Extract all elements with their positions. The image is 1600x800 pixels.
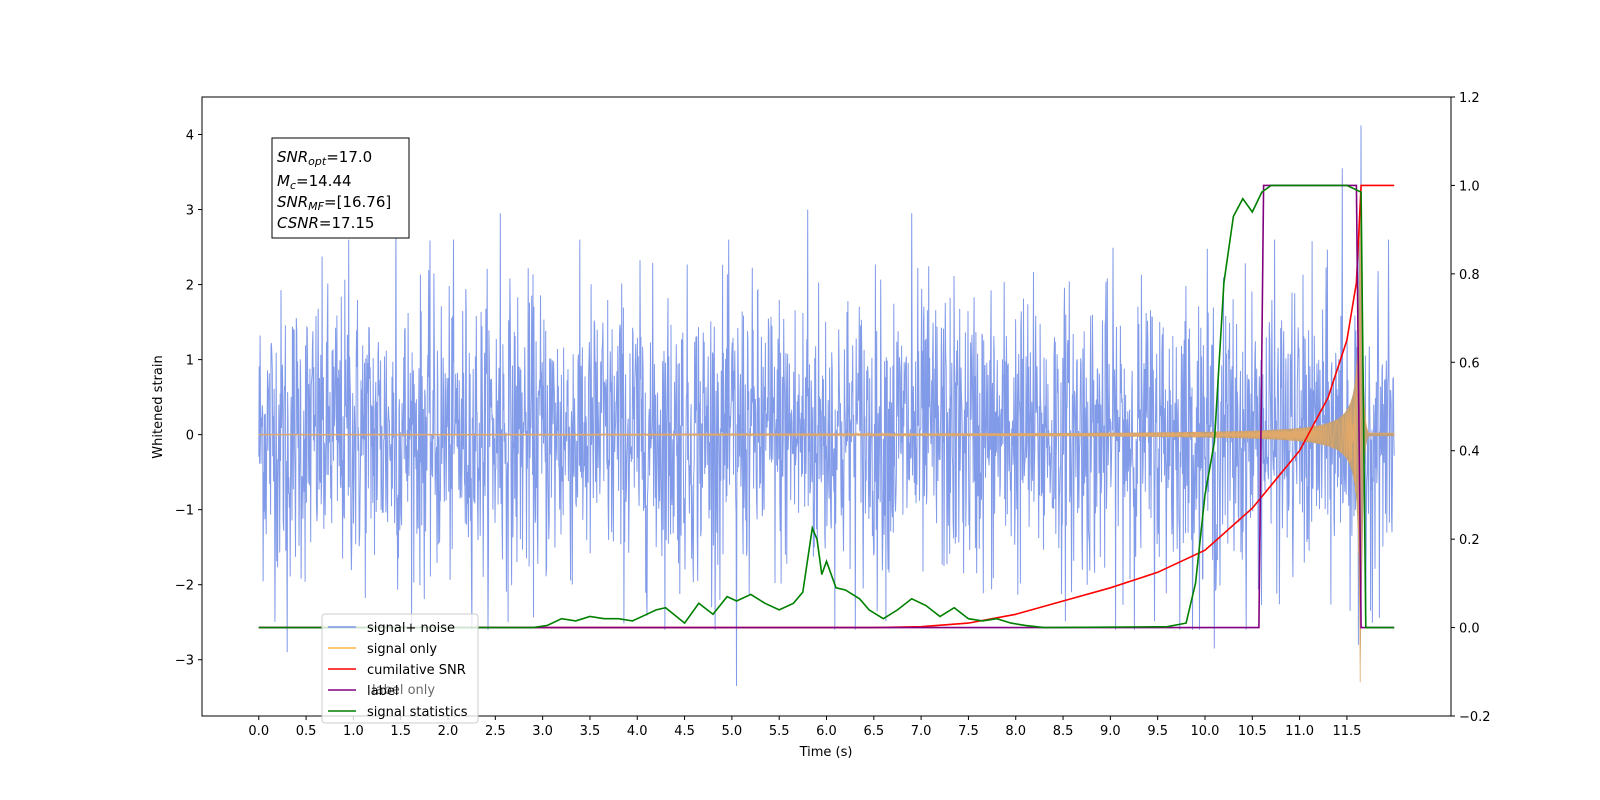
- x-tick-label: 8.5: [1053, 724, 1074, 739]
- x-tick-label: 6.0: [816, 724, 837, 739]
- left-y-axis-ticks: −3 −2 −1 0 1 2 3 4: [175, 129, 202, 669]
- left-y-tick-label: −1: [175, 504, 194, 519]
- x-tick-label: 3.5: [580, 724, 601, 739]
- x-tick-label: 10.5: [1238, 724, 1267, 739]
- x-tick-label: 2.5: [485, 724, 506, 739]
- right-y-axis-ticks: −0.2 0.0 0.2 0.4 0.6 0.8 1.0 1.2: [1451, 91, 1491, 725]
- left-y-tick-label: −2: [175, 579, 194, 594]
- left-y-tick-label: 4: [186, 129, 194, 144]
- legend-entry-label: signal only: [367, 642, 437, 657]
- x-tick-label: 3.0: [532, 724, 553, 739]
- series-signal-statistics-line: [258, 184, 1395, 629]
- signal-noise-line: [258, 125, 1395, 687]
- x-tick-label: 7.0: [911, 724, 932, 739]
- x-axis-label: Time (s): [799, 745, 853, 760]
- annotation-snr-opt: SNRopt=17.0: [277, 148, 372, 168]
- right-y-tick-label: −0.2: [1459, 710, 1491, 725]
- x-tick-label: 6.5: [863, 724, 884, 739]
- x-tick-label: 8.0: [1005, 724, 1026, 739]
- x-axis-ticks: 0.0 0.5 1.0 1.5 2.0 2.5 3.0 3.5 4.0 4.5 5.0 5.5 6.0 6…: [248, 716, 1361, 739]
- x-tick-label: 11.5: [1332, 724, 1361, 739]
- x-tick-label: 0.0: [248, 724, 269, 739]
- left-y-tick-label: 3: [186, 204, 194, 219]
- x-tick-label: 11.0: [1285, 724, 1314, 739]
- y-axis-label: Whitened strain: [151, 355, 166, 458]
- right-y-tick-label: 0.6: [1459, 356, 1480, 371]
- right-y-tick-label: 1.0: [1459, 179, 1480, 194]
- annotation-snr-mf: SNRMF=[16.76]: [277, 193, 391, 213]
- legend-entry-label: signal statistics: [367, 705, 468, 720]
- left-y-tick-label: 1: [186, 354, 194, 369]
- series-signal-only: [258, 187, 1395, 683]
- x-tick-label: 9.5: [1147, 724, 1168, 739]
- legend-entry-label: cumilative SNR: [367, 663, 466, 678]
- right-y-tick-label: 0.4: [1459, 445, 1480, 460]
- left-y-tick-label: −3: [175, 654, 194, 669]
- series-cumilative-snr-line: [258, 184, 1395, 629]
- annotation-csnr: CSNR=17.15: [277, 214, 374, 232]
- right-y-tick-label: 0.8: [1459, 268, 1480, 283]
- x-tick-label: 2.0: [438, 724, 459, 739]
- x-tick-label: 4.5: [674, 724, 695, 739]
- annotation-mc: Mc=14.44: [277, 172, 352, 192]
- x-tick-label: 5.5: [769, 724, 790, 739]
- left-y-tick-label: 2: [186, 279, 194, 294]
- legend-entry-label: signal+ noise: [367, 621, 455, 636]
- series-signal-noise: [258, 125, 1395, 687]
- right-y-tick-label: 0.2: [1459, 533, 1480, 548]
- legend: signal+ noise signal only cumilative SNR la…: [321, 613, 479, 724]
- right-axis-series: [258, 184, 1395, 629]
- legend-artifact-label: label only: [372, 683, 435, 698]
- signal-only-line: [258, 206, 1395, 683]
- left-y-tick-label: 0: [186, 429, 194, 444]
- x-tick-label: 7.5: [958, 724, 979, 739]
- x-tick-label: 0.5: [296, 724, 317, 739]
- x-tick-label: 9.0: [1100, 724, 1121, 739]
- x-tick-label: 1.5: [390, 724, 411, 739]
- right-y-tick-label: 0.0: [1459, 622, 1480, 637]
- x-tick-label: 10.0: [1191, 724, 1220, 739]
- right-y-tick-label: 1.2: [1459, 91, 1480, 106]
- x-tick-label: 1.0: [343, 724, 364, 739]
- legend-entry-label: label: [367, 684, 398, 699]
- x-tick-label: 5.0: [722, 724, 743, 739]
- x-tick-label: 4.0: [627, 724, 648, 739]
- annotation-box: SNRopt=17.0 Mc=14.44 SNRMF=[16.76] CSNR=…: [271, 137, 410, 239]
